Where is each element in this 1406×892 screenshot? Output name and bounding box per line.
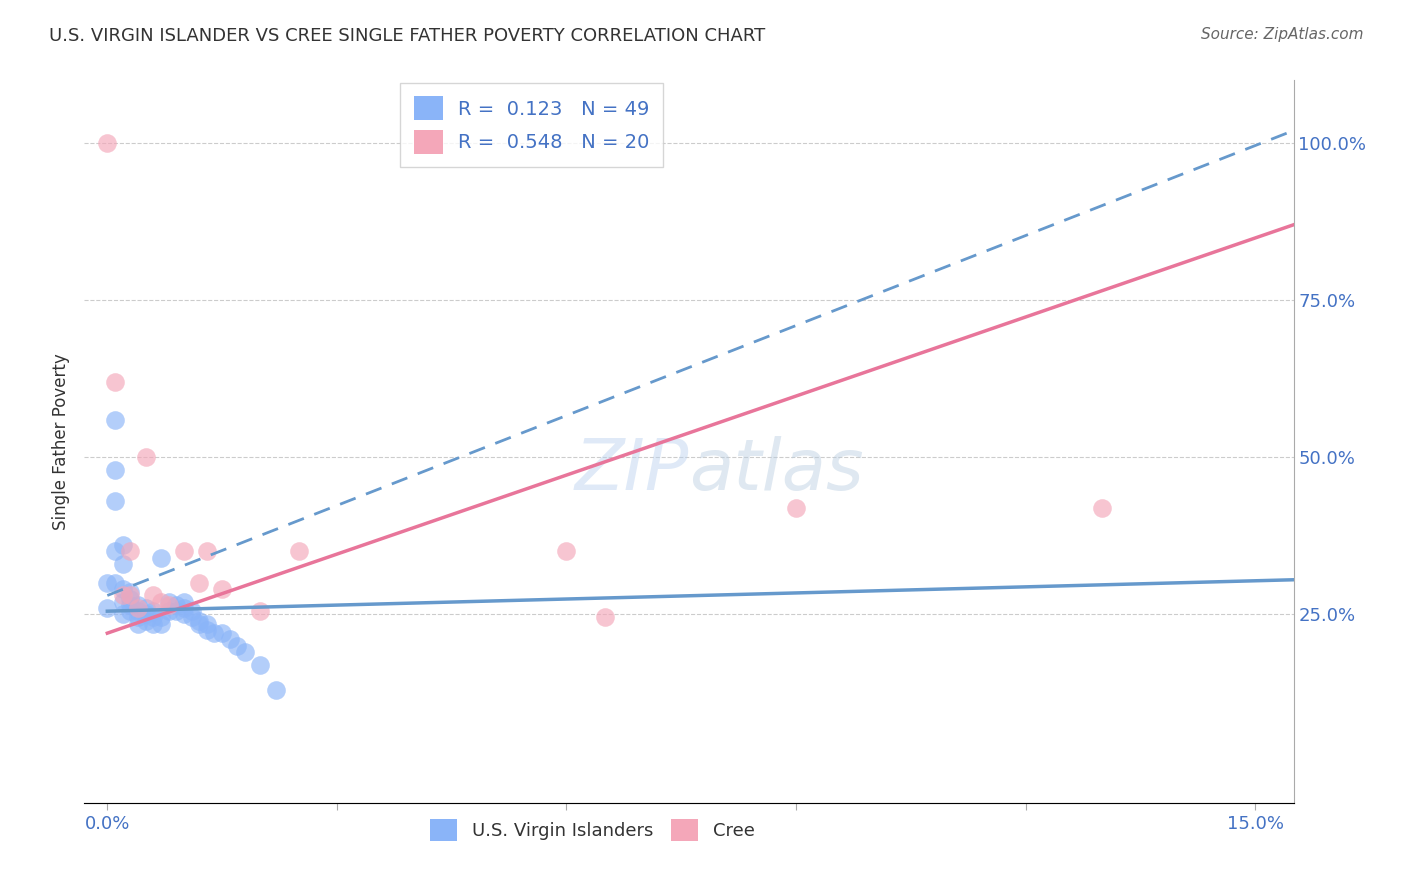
Point	[127, 610, 149, 624]
Point	[211, 626, 233, 640]
Point	[120, 544, 142, 558]
Point	[173, 607, 195, 622]
Point	[264, 682, 287, 697]
Point	[173, 544, 195, 558]
Point	[149, 550, 172, 565]
Point	[157, 595, 180, 609]
Point	[1091, 500, 1114, 515]
Point	[104, 412, 127, 426]
Point	[157, 598, 180, 612]
Point	[104, 375, 127, 389]
Point	[180, 610, 202, 624]
Point	[173, 595, 195, 609]
Point	[218, 632, 240, 647]
Point	[204, 626, 226, 640]
Point	[149, 616, 172, 631]
Point	[142, 610, 165, 624]
Point	[120, 591, 142, 606]
Point	[287, 544, 309, 558]
Point	[111, 557, 134, 571]
Point	[180, 604, 202, 618]
Point	[195, 616, 218, 631]
Point	[96, 575, 118, 590]
Text: U.S. VIRGIN ISLANDER VS CREE SINGLE FATHER POVERTY CORRELATION CHART: U.S. VIRGIN ISLANDER VS CREE SINGLE FATH…	[49, 27, 765, 45]
Point	[188, 575, 211, 590]
Point	[173, 601, 195, 615]
Point	[127, 598, 149, 612]
Point	[135, 450, 157, 465]
Point	[111, 589, 134, 603]
Point	[111, 538, 134, 552]
Point	[157, 604, 180, 618]
Point	[249, 657, 271, 672]
Point	[127, 616, 149, 631]
Point	[165, 598, 187, 612]
Point	[127, 601, 149, 615]
Point	[142, 589, 165, 603]
Point	[785, 500, 807, 515]
Point	[135, 601, 157, 615]
Point	[135, 614, 157, 628]
Point	[111, 607, 134, 622]
Point	[111, 595, 134, 609]
Point	[555, 544, 578, 558]
Point	[142, 616, 165, 631]
Point	[142, 604, 165, 618]
Point	[195, 544, 218, 558]
Point	[104, 463, 127, 477]
Point	[149, 610, 172, 624]
Point	[104, 494, 127, 508]
Legend: U.S. Virgin Islanders, Cree: U.S. Virgin Islanders, Cree	[423, 812, 762, 848]
Point	[104, 575, 127, 590]
Text: atlas: atlas	[689, 436, 863, 505]
Point	[96, 601, 118, 615]
Point	[226, 639, 249, 653]
Point	[104, 544, 127, 558]
Point	[195, 623, 218, 637]
Text: Source: ZipAtlas.com: Source: ZipAtlas.com	[1201, 27, 1364, 42]
Point	[165, 604, 187, 618]
Point	[96, 136, 118, 150]
Y-axis label: Single Father Poverty: Single Father Poverty	[52, 353, 70, 530]
Point	[127, 604, 149, 618]
Point	[188, 614, 211, 628]
Point	[593, 610, 616, 624]
Point	[135, 607, 157, 622]
Point	[211, 582, 233, 597]
Point	[188, 616, 211, 631]
Point	[249, 604, 271, 618]
Point	[149, 595, 172, 609]
Text: ZIP: ZIP	[575, 436, 689, 505]
Point	[120, 598, 142, 612]
Point	[120, 585, 142, 599]
Point	[120, 589, 142, 603]
Point	[233, 645, 256, 659]
Point	[120, 604, 142, 618]
Point	[111, 582, 134, 597]
